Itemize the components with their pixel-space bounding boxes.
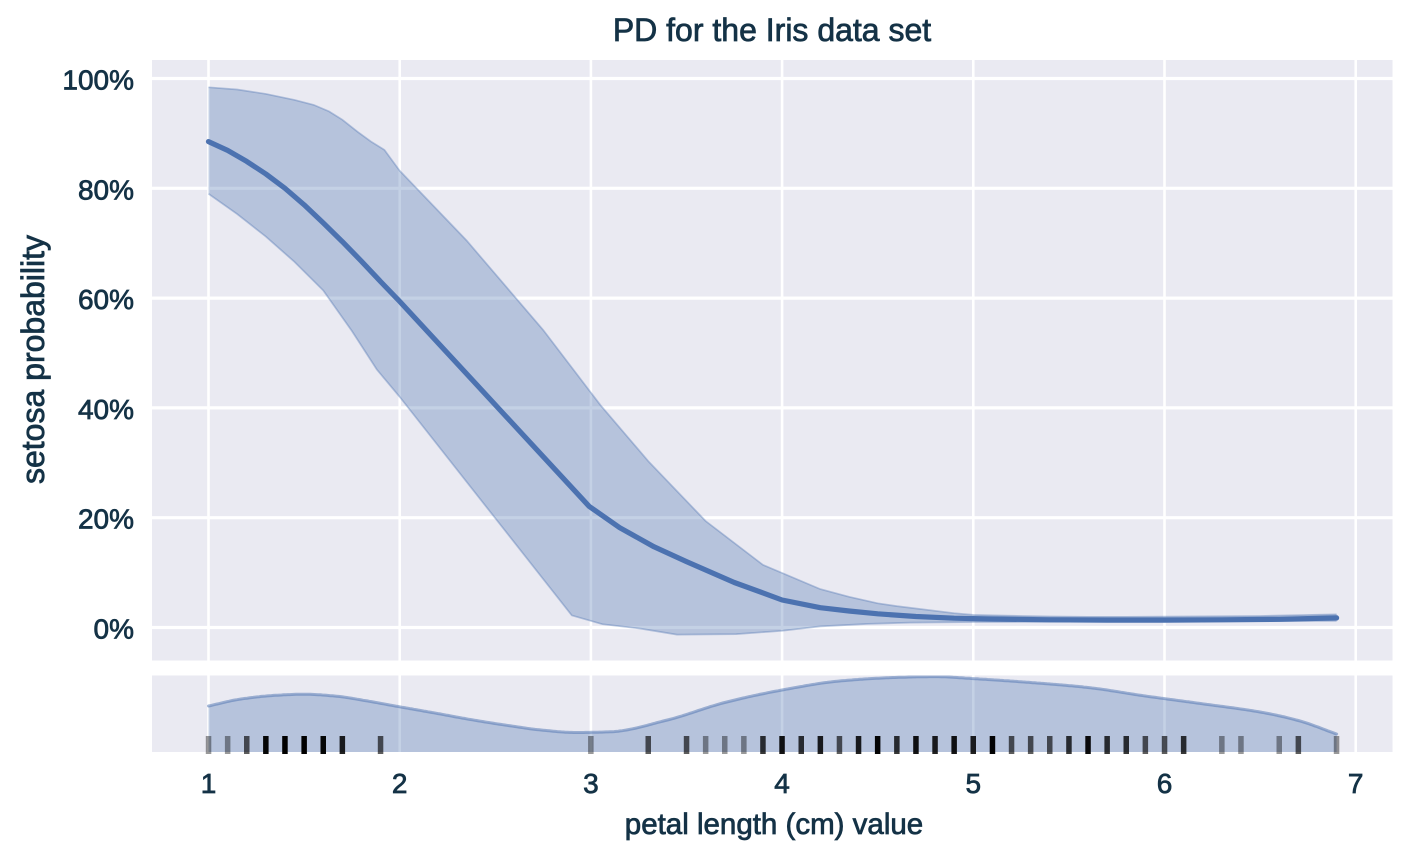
svg-text:100%: 100% — [62, 65, 134, 96]
svg-text:PD for the Iris data set: PD for the Iris data set — [613, 12, 931, 48]
svg-text:60%: 60% — [78, 284, 134, 315]
svg-text:20%: 20% — [78, 504, 134, 535]
svg-text:5: 5 — [966, 768, 982, 799]
svg-text:7: 7 — [1348, 768, 1364, 799]
svg-text:1: 1 — [201, 768, 217, 799]
svg-text:petal length (cm) value: petal length (cm) value — [625, 808, 923, 841]
svg-text:setosa probability: setosa probability — [15, 235, 51, 484]
svg-text:4: 4 — [774, 768, 790, 799]
svg-text:80%: 80% — [78, 174, 134, 205]
svg-text:3: 3 — [583, 768, 599, 799]
svg-text:2: 2 — [392, 768, 408, 799]
svg-text:0%: 0% — [94, 614, 134, 645]
svg-text:6: 6 — [1157, 768, 1173, 799]
svg-text:40%: 40% — [78, 394, 134, 425]
